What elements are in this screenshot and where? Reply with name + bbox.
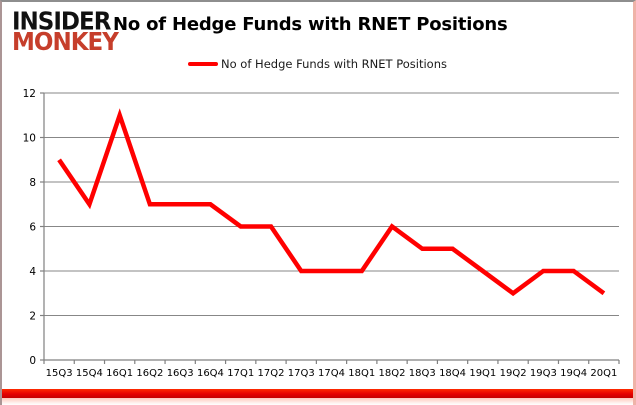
x-tick-label-16Q1: 16Q1 [106,368,133,379]
x-tick-label-17Q2: 17Q2 [257,368,284,379]
chart-title: No of Hedge Funds with RNET Positions [113,14,508,35]
x-tick-label-16Q4: 16Q4 [197,368,224,379]
logo-insider-text: INSIDER [12,7,111,36]
y-tick-label-12: 12 [23,88,36,100]
x-tick-label-20Q1: 20Q1 [590,368,617,379]
bottom-red-bar [2,389,633,398]
x-tick-label-19Q1: 19Q1 [469,368,496,379]
x-tick-label-15Q4: 15Q4 [76,368,103,379]
x-tick-label-18Q1: 18Q1 [348,368,375,379]
x-tick-label-18Q3: 18Q3 [409,368,436,379]
x-tick-label-19Q4: 19Q4 [560,368,587,379]
x-tick-label-17Q1: 17Q1 [227,368,254,379]
y-tick-label-0: 0 [29,355,36,367]
logo-monkey-text: MONKEY [12,28,119,57]
x-tick-label-19Q3: 19Q3 [530,368,557,379]
legend-line-marker [188,62,219,66]
x-tick-label-15Q3: 15Q3 [46,368,73,379]
legend: No of Hedge Funds with RNET Positions [2,57,633,71]
y-tick-label-8: 8 [29,177,36,189]
bottom-glow-strip [2,398,633,405]
series-line [57,108,606,297]
y-tick-label-10: 10 [23,133,36,145]
x-tick-label-16Q3: 16Q3 [167,368,194,379]
y-tick-label-2: 2 [29,311,36,323]
x-tick-label-18Q4: 18Q4 [439,368,466,379]
x-tick-label-17Q4: 17Q4 [318,368,345,379]
legend-label: No of Hedge Funds with RNET Positions [221,57,447,71]
x-tick-label-19Q2: 19Q2 [500,368,527,379]
x-tick-label-17Q3: 17Q3 [288,368,315,379]
x-tick-label-16Q2: 16Q2 [136,368,163,379]
y-tick-label-6: 6 [29,222,36,234]
y-tick-label-4: 4 [29,266,36,278]
x-tick-label-18Q2: 18Q2 [379,368,406,379]
insider-monkey-logo: INSIDER MONKEY [12,7,119,57]
